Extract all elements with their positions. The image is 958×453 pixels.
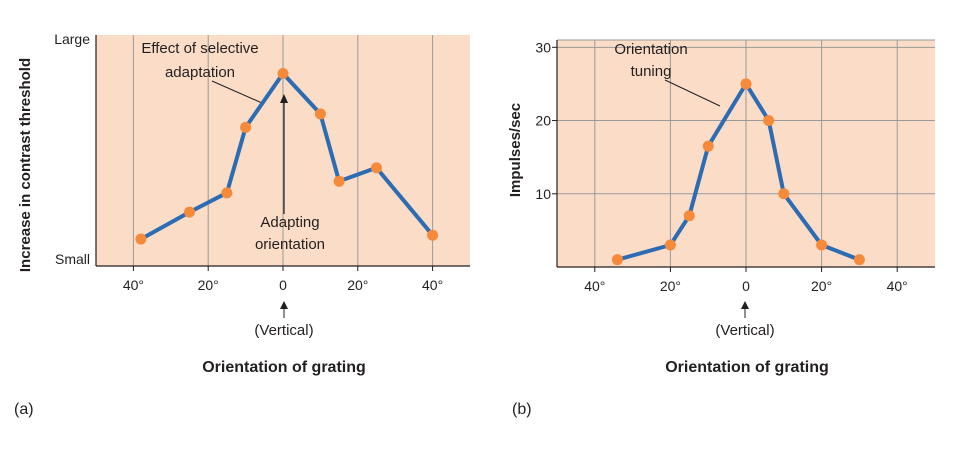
data-point-b-3 bbox=[702, 140, 714, 152]
x-axis-label-b: Orientation of grating bbox=[665, 359, 829, 376]
data-point-a-7 bbox=[371, 162, 382, 174]
x-tick-label-b-2: 0 bbox=[742, 278, 750, 294]
y-ticks-b: 10 20 30 bbox=[535, 39, 557, 202]
y-tick-label-b-2: 30 bbox=[535, 39, 551, 55]
vertical-arrow-head-b bbox=[741, 301, 749, 309]
data-point-b-6 bbox=[778, 188, 790, 200]
x-axis-label-a: Orientation of grating bbox=[202, 359, 366, 376]
panel-label-a: (a) bbox=[14, 401, 34, 418]
data-point-b-1 bbox=[664, 239, 676, 251]
x-tick-label-a-0: 40° bbox=[123, 277, 144, 293]
data-point-a-0 bbox=[135, 233, 147, 245]
x-tick-label-b-3: 20° bbox=[811, 278, 832, 294]
x-tick-label-a-1: 20° bbox=[198, 277, 219, 293]
annotation-effect-line-1: Effect of selective bbox=[141, 40, 258, 57]
data-point-a-8 bbox=[427, 229, 439, 241]
adapting-arrow-head bbox=[280, 94, 288, 103]
x-ticks-a: 40° 20° 0 20° 40° bbox=[123, 266, 443, 293]
vertical-label-b: (Vertical) bbox=[715, 322, 774, 339]
x-tick-label-a-2: 0 bbox=[279, 277, 287, 293]
y-tick-label-b-0: 10 bbox=[535, 186, 551, 202]
series-a bbox=[135, 68, 439, 245]
annotation-adapting-line-1: Adapting bbox=[260, 214, 319, 231]
data-point-b-2 bbox=[683, 210, 695, 222]
vertical-label-a: (Vertical) bbox=[254, 322, 313, 339]
data-point-b-0 bbox=[611, 254, 623, 266]
annotation-adapting-line-2: orientation bbox=[255, 236, 325, 253]
y-axis-label-a: Increase in contrast threshold bbox=[17, 58, 34, 272]
y-tick-label-b-1: 20 bbox=[535, 113, 551, 129]
annotation-tuning-line-1: Orientation bbox=[614, 41, 687, 58]
x-tick-label-a-3: 20° bbox=[347, 277, 368, 293]
data-point-a-2 bbox=[221, 187, 233, 199]
y-min-label-a: Small bbox=[55, 251, 90, 267]
data-point-b-8 bbox=[853, 254, 865, 266]
annotation-effect-line-2: adaptation bbox=[165, 64, 235, 81]
data-point-b-7 bbox=[816, 239, 828, 251]
annotation-tuning-leader bbox=[664, 79, 721, 107]
data-point-b-4 bbox=[740, 78, 752, 90]
x-ticks-b: 40° 20° 0 20° 40° bbox=[584, 267, 908, 294]
annotation-effect-leader bbox=[211, 80, 263, 104]
y-max-label-a: Large bbox=[54, 31, 90, 47]
data-point-a-5 bbox=[314, 108, 326, 120]
panel-label-b: (b) bbox=[512, 401, 532, 418]
grid-b bbox=[557, 39, 935, 267]
series-b bbox=[611, 78, 865, 266]
data-point-a-3 bbox=[240, 121, 252, 133]
x-tick-label-b-4: 40° bbox=[887, 278, 908, 294]
x-tick-label-a-4: 40° bbox=[422, 277, 443, 293]
x-tick-label-b-1: 20° bbox=[660, 278, 681, 294]
data-point-a-1 bbox=[184, 206, 195, 218]
data-point-a-6 bbox=[333, 175, 345, 187]
annotation-tuning-line-2: tuning bbox=[631, 63, 672, 80]
x-tick-label-b-0: 40° bbox=[584, 278, 605, 294]
panel-a: 40° 20° 0 20° 40° Large Small Effect of sele… bbox=[14, 31, 470, 418]
data-point-b-5 bbox=[763, 115, 775, 127]
vertical-arrow-head-a bbox=[280, 301, 288, 309]
data-point-a-4 bbox=[277, 68, 289, 79]
y-axis-label-b: Impulses/sec bbox=[507, 103, 524, 197]
